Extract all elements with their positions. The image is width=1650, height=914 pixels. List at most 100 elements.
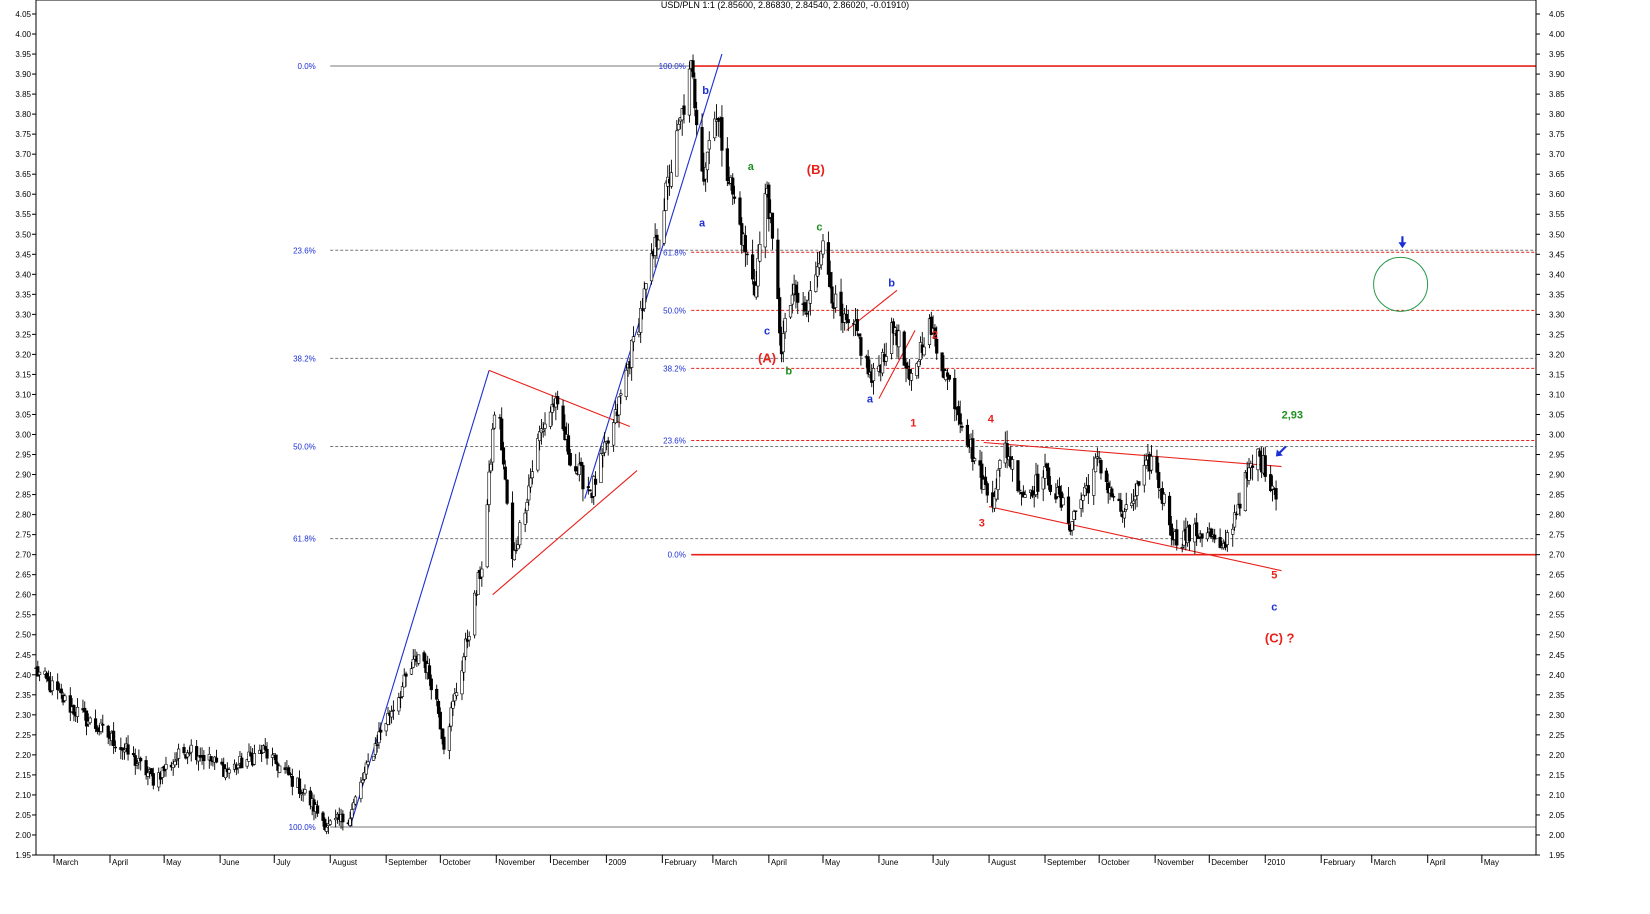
candle-body	[131, 753, 136, 756]
candle-body	[897, 330, 901, 348]
candle-body	[983, 476, 988, 485]
candle-body	[366, 761, 370, 766]
candle-body	[732, 196, 737, 199]
candle-body	[38, 671, 42, 676]
candle-body	[754, 285, 758, 298]
candle-body	[1234, 513, 1238, 516]
candle-body	[1010, 459, 1015, 470]
candle-body	[1232, 512, 1237, 528]
y-tick-label-right: 2.15	[1549, 771, 1565, 780]
y-tick-label-left: 2.50	[15, 631, 31, 640]
candle-body	[474, 594, 479, 596]
candle-body	[1142, 464, 1146, 486]
candle-body	[106, 725, 110, 738]
candle-body	[902, 331, 906, 366]
candle-body	[738, 197, 742, 225]
candle-body	[880, 352, 885, 374]
candle-body	[704, 166, 708, 180]
candle-body	[716, 118, 720, 121]
candle-body	[790, 294, 794, 305]
candle-body	[436, 700, 441, 714]
y-tick-label-right: 3.95	[1549, 50, 1565, 59]
candle-body	[297, 778, 302, 794]
x-tick-label: July	[935, 858, 949, 867]
candle-body	[223, 768, 228, 779]
candle-body	[917, 360, 921, 367]
candle-body	[1274, 488, 1278, 500]
price-bars	[34, 54, 1278, 835]
y-tick-label-left: 4.00	[15, 30, 31, 39]
y-tick-label-right: 2.50	[1549, 631, 1565, 640]
candle-body	[1209, 528, 1213, 538]
candle-body	[743, 235, 747, 253]
x-tick-label: August	[991, 858, 1017, 867]
candle-body	[705, 151, 710, 171]
candle-body	[803, 302, 807, 312]
wave-label: a	[867, 393, 874, 405]
candle-body	[72, 705, 76, 715]
candle-body	[568, 453, 572, 466]
fib-label: 50.0%	[293, 443, 316, 452]
candle-body	[783, 317, 787, 333]
candle-body	[725, 148, 729, 181]
candle-body	[642, 288, 646, 309]
candle-body	[404, 673, 408, 677]
y-tick-label-left: 2.20	[15, 751, 31, 760]
y-tick-label-left: 2.10	[15, 791, 31, 800]
candle-body	[101, 723, 105, 726]
candle-body	[334, 818, 338, 821]
x-tick-label: November	[498, 858, 535, 867]
candle-body	[953, 377, 957, 410]
candle-body	[758, 244, 762, 262]
candle-body	[566, 435, 571, 455]
wave-label: b	[702, 85, 709, 97]
candle-body	[745, 253, 749, 256]
x-tick-label: May	[1484, 858, 1499, 867]
candle-body	[139, 757, 143, 762]
x-tick-label: June	[222, 858, 240, 867]
y-tick-label-right: 2.80	[1549, 511, 1565, 520]
candle-body	[805, 312, 809, 315]
candle-body	[325, 826, 329, 832]
candle-body	[1247, 467, 1251, 481]
candle-body	[299, 793, 303, 796]
candle-body	[328, 820, 332, 825]
candle-body	[252, 753, 257, 765]
candle-body	[541, 429, 545, 432]
trend-line	[988, 506, 1282, 572]
candle-body	[767, 184, 771, 220]
candle-body	[442, 736, 446, 750]
candle-body	[460, 670, 464, 695]
down-left-arrow-head	[1275, 449, 1283, 457]
candle-body	[859, 337, 863, 356]
candle-body	[602, 441, 607, 453]
y-tick-label-left: 3.25	[15, 330, 31, 339]
target-circle	[1373, 256, 1429, 312]
y-tick-label-right: 2.55	[1549, 611, 1565, 620]
y-tick-label-left: 3.05	[15, 410, 31, 419]
y-tick-label-left: 2.80	[15, 511, 31, 520]
candle-body	[274, 754, 278, 764]
candle-body	[1205, 532, 1210, 540]
candle-body	[308, 790, 312, 806]
wave-label: a	[699, 217, 706, 229]
candle-body	[1112, 496, 1116, 498]
candle-body	[171, 762, 175, 768]
candle-body	[1005, 443, 1009, 459]
x-tick-label: October	[1101, 858, 1130, 867]
candle-body	[1258, 450, 1262, 457]
candle-body	[1047, 467, 1051, 486]
y-tick-label-left: 2.70	[15, 551, 31, 560]
candle-body	[362, 772, 367, 780]
candle-body	[1018, 489, 1022, 492]
candle-body	[386, 713, 390, 725]
trend-line	[492, 470, 638, 596]
y-tick-label-right: 3.80	[1549, 110, 1565, 119]
candle-body	[1122, 511, 1127, 519]
x-tick-label: December	[552, 858, 589, 867]
candle-body	[1110, 488, 1114, 497]
candle-body	[700, 127, 704, 172]
candle-body	[538, 431, 542, 441]
candle-body	[501, 447, 506, 465]
candle-body	[498, 417, 502, 419]
